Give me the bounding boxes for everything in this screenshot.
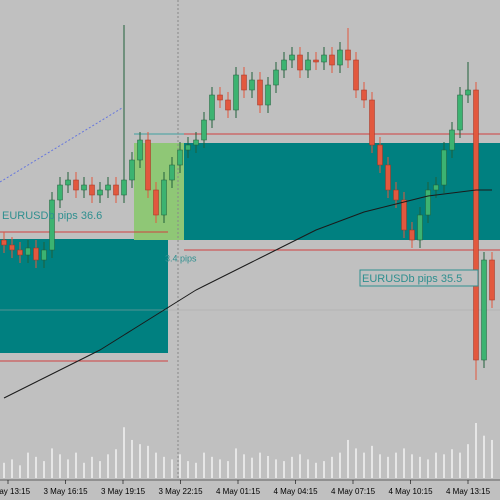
- candle-body: [17, 249, 23, 256]
- x-tick-label: 3 May 13:15: [0, 487, 31, 496]
- annotations: EURUSDb pips 36.6 3.4 pips EURUSDb pips …: [2, 210, 479, 287]
- candle-body: [457, 94, 463, 131]
- plot: [1, 25, 495, 478]
- candle-body: [49, 199, 55, 251]
- candle-body: [297, 54, 303, 71]
- candle-body: [465, 89, 471, 96]
- x-tick-label: 3 May 22:15: [158, 487, 203, 496]
- candle-body: [345, 49, 351, 61]
- candle-body: [81, 184, 87, 191]
- candle-body: [481, 259, 487, 361]
- candle-body: [113, 184, 119, 196]
- zone-box: [184, 143, 500, 240]
- candle-body: [233, 74, 239, 111]
- candle-body: [313, 59, 319, 63]
- candle-body: [305, 59, 311, 71]
- candle-body: [257, 79, 263, 106]
- candle-body: [273, 69, 279, 86]
- candle-body: [217, 94, 223, 101]
- candle-body: [265, 84, 271, 106]
- candle-body: [89, 184, 95, 196]
- candle-body: [369, 99, 375, 146]
- candle-body: [145, 139, 151, 191]
- x-tick-label: 4 May 07:15: [331, 487, 376, 496]
- x-tick-label: 4 May 10:15: [388, 487, 433, 496]
- candle-body: [337, 49, 343, 66]
- time-axis: 3 May 13:15 3 May 16:15 3 May 19:15 3 May 2…: [0, 479, 500, 496]
- candle-body: [57, 184, 63, 201]
- candle-body: [353, 59, 359, 91]
- candle-body: [281, 59, 287, 71]
- candle-body: [121, 179, 127, 196]
- candle-body: [193, 139, 199, 146]
- candle-body: [161, 179, 167, 216]
- candle-body: [201, 119, 207, 141]
- candle-body: [209, 94, 215, 121]
- candle-body: [441, 149, 447, 186]
- candle-body: [409, 229, 415, 241]
- x-tick-label: 4 May 13:15: [446, 487, 491, 496]
- candle-body: [33, 247, 39, 261]
- candle-body: [105, 184, 111, 191]
- candle-body: [433, 184, 439, 191]
- x-tick-label: 3 May 19:15: [101, 487, 146, 496]
- candle-body: [393, 189, 399, 201]
- annotation: EURUSDb pips 35.5: [362, 273, 462, 285]
- candle-body: [41, 249, 47, 261]
- annotation-box: [359, 269, 479, 287]
- candle-body: [169, 164, 175, 181]
- candle-body: [129, 159, 135, 181]
- candle-body: [449, 129, 455, 151]
- candle-body: [289, 54, 295, 61]
- annotation: EURUSDb pips 36.6: [2, 210, 102, 222]
- x-tick-label: 4 May 01:15: [216, 487, 261, 496]
- x-tick-label: 4 May 04:15: [273, 487, 318, 496]
- x-tick-label: 3 May 16:15: [43, 487, 88, 496]
- candle-body: [1, 239, 7, 246]
- candle-body: [9, 244, 15, 251]
- candle-body: [489, 259, 495, 301]
- candle-body: [385, 164, 391, 191]
- candle-body: [329, 54, 335, 66]
- candle-body: [73, 179, 79, 191]
- candle-body: [185, 144, 191, 151]
- candle-body: [137, 139, 143, 161]
- candle-body: [25, 247, 31, 256]
- candle-body: [249, 79, 255, 91]
- candle-body: [377, 144, 383, 166]
- candle-body: [177, 149, 183, 166]
- candle-body: [225, 99, 231, 111]
- candle-body: [97, 189, 103, 196]
- moving-average: [3, 189, 492, 399]
- candle-body: [473, 89, 479, 361]
- candle-body: [417, 214, 423, 241]
- candle-body: [65, 179, 71, 186]
- candle-body: [361, 89, 367, 101]
- candle-body: [241, 74, 247, 91]
- candle-body: [401, 199, 407, 231]
- candle-body: [153, 189, 159, 216]
- annotation: 3.4 pips: [165, 253, 197, 263]
- candle-body: [321, 54, 327, 63]
- candle-body: [425, 189, 431, 216]
- zone-box: [0, 239, 168, 353]
